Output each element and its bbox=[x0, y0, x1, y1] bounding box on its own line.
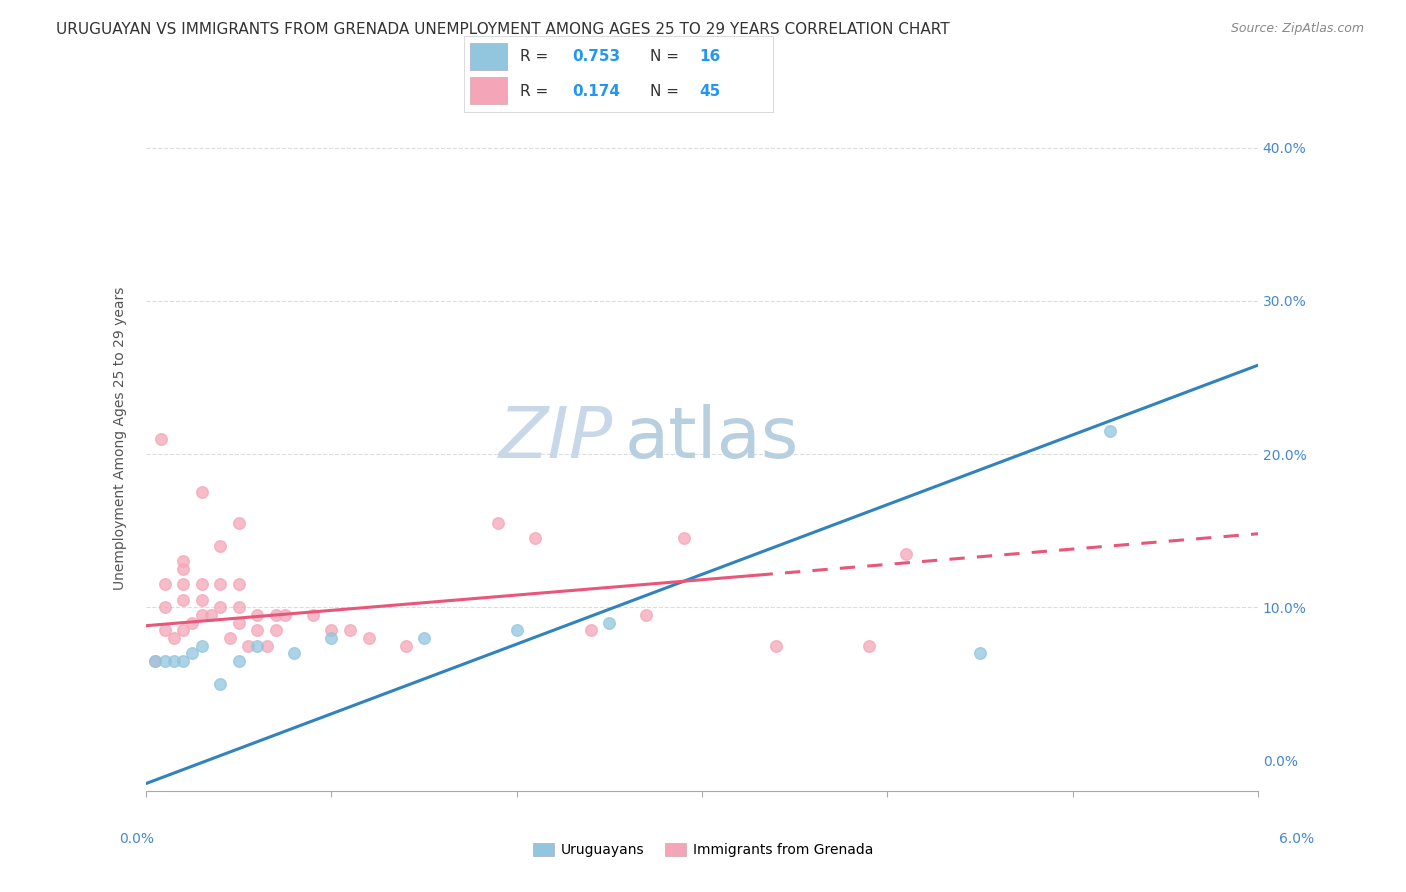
Text: 0.0%: 0.0% bbox=[120, 832, 155, 846]
Point bbox=[228, 654, 250, 668]
Point bbox=[153, 600, 176, 615]
Point bbox=[145, 654, 167, 668]
Point bbox=[246, 639, 269, 653]
FancyBboxPatch shape bbox=[470, 78, 508, 104]
Point bbox=[172, 592, 194, 607]
Point bbox=[264, 607, 287, 622]
Point bbox=[506, 624, 529, 638]
Point bbox=[163, 654, 186, 668]
Point bbox=[153, 654, 176, 668]
Text: 45: 45 bbox=[699, 84, 720, 98]
Text: ZIP: ZIP bbox=[499, 404, 613, 474]
Point bbox=[969, 646, 991, 660]
Point bbox=[228, 600, 250, 615]
Text: 0.753: 0.753 bbox=[572, 49, 620, 64]
Text: atlas: atlas bbox=[624, 404, 799, 474]
Point bbox=[858, 639, 880, 653]
Point bbox=[190, 639, 212, 653]
Text: 16: 16 bbox=[699, 49, 720, 64]
Point bbox=[394, 639, 416, 653]
Point bbox=[181, 646, 204, 660]
Point bbox=[246, 624, 269, 638]
Point bbox=[228, 615, 250, 630]
Point bbox=[153, 624, 176, 638]
Text: N =: N = bbox=[650, 84, 683, 98]
Point bbox=[486, 516, 509, 530]
Text: 6.0%: 6.0% bbox=[1279, 832, 1315, 846]
Point bbox=[765, 639, 787, 653]
Point bbox=[524, 532, 547, 546]
Point bbox=[283, 646, 305, 660]
Y-axis label: Unemployment Among Ages 25 to 29 years: Unemployment Among Ages 25 to 29 years bbox=[114, 287, 128, 591]
Point bbox=[218, 631, 240, 645]
Text: R =: R = bbox=[520, 49, 553, 64]
Point bbox=[150, 432, 173, 446]
Legend: Uruguayans, Immigrants from Grenada: Uruguayans, Immigrants from Grenada bbox=[527, 838, 879, 863]
Point bbox=[636, 607, 658, 622]
Point bbox=[236, 639, 259, 653]
Point bbox=[413, 631, 436, 645]
Point bbox=[200, 607, 222, 622]
Point bbox=[181, 615, 204, 630]
Point bbox=[894, 547, 917, 561]
Text: N =: N = bbox=[650, 49, 683, 64]
Point bbox=[228, 577, 250, 591]
Point bbox=[209, 600, 232, 615]
Point bbox=[172, 654, 194, 668]
Point bbox=[579, 624, 602, 638]
Point bbox=[163, 631, 186, 645]
Point bbox=[256, 639, 278, 653]
FancyBboxPatch shape bbox=[470, 44, 508, 70]
Point bbox=[172, 554, 194, 568]
Point bbox=[190, 607, 212, 622]
Point bbox=[321, 624, 343, 638]
Text: URUGUAYAN VS IMMIGRANTS FROM GRENADA UNEMPLOYMENT AMONG AGES 25 TO 29 YEARS CORR: URUGUAYAN VS IMMIGRANTS FROM GRENADA UNE… bbox=[56, 22, 950, 37]
Point bbox=[172, 577, 194, 591]
Point bbox=[321, 631, 343, 645]
Point bbox=[274, 607, 297, 622]
Point bbox=[357, 631, 380, 645]
Point bbox=[190, 485, 212, 500]
Point bbox=[145, 654, 167, 668]
Point bbox=[339, 624, 361, 638]
Point bbox=[190, 577, 212, 591]
Point bbox=[209, 539, 232, 553]
Point bbox=[172, 562, 194, 576]
Text: 0.174: 0.174 bbox=[572, 84, 620, 98]
Point bbox=[302, 607, 325, 622]
Point bbox=[264, 624, 287, 638]
Text: Source: ZipAtlas.com: Source: ZipAtlas.com bbox=[1230, 22, 1364, 36]
Point bbox=[228, 516, 250, 530]
Point bbox=[598, 615, 620, 630]
Point bbox=[153, 577, 176, 591]
Point bbox=[672, 532, 695, 546]
Point bbox=[209, 677, 232, 691]
Point bbox=[246, 607, 269, 622]
Text: R =: R = bbox=[520, 84, 553, 98]
Point bbox=[172, 624, 194, 638]
Point bbox=[190, 592, 212, 607]
Point bbox=[209, 577, 232, 591]
Point bbox=[1098, 424, 1121, 438]
